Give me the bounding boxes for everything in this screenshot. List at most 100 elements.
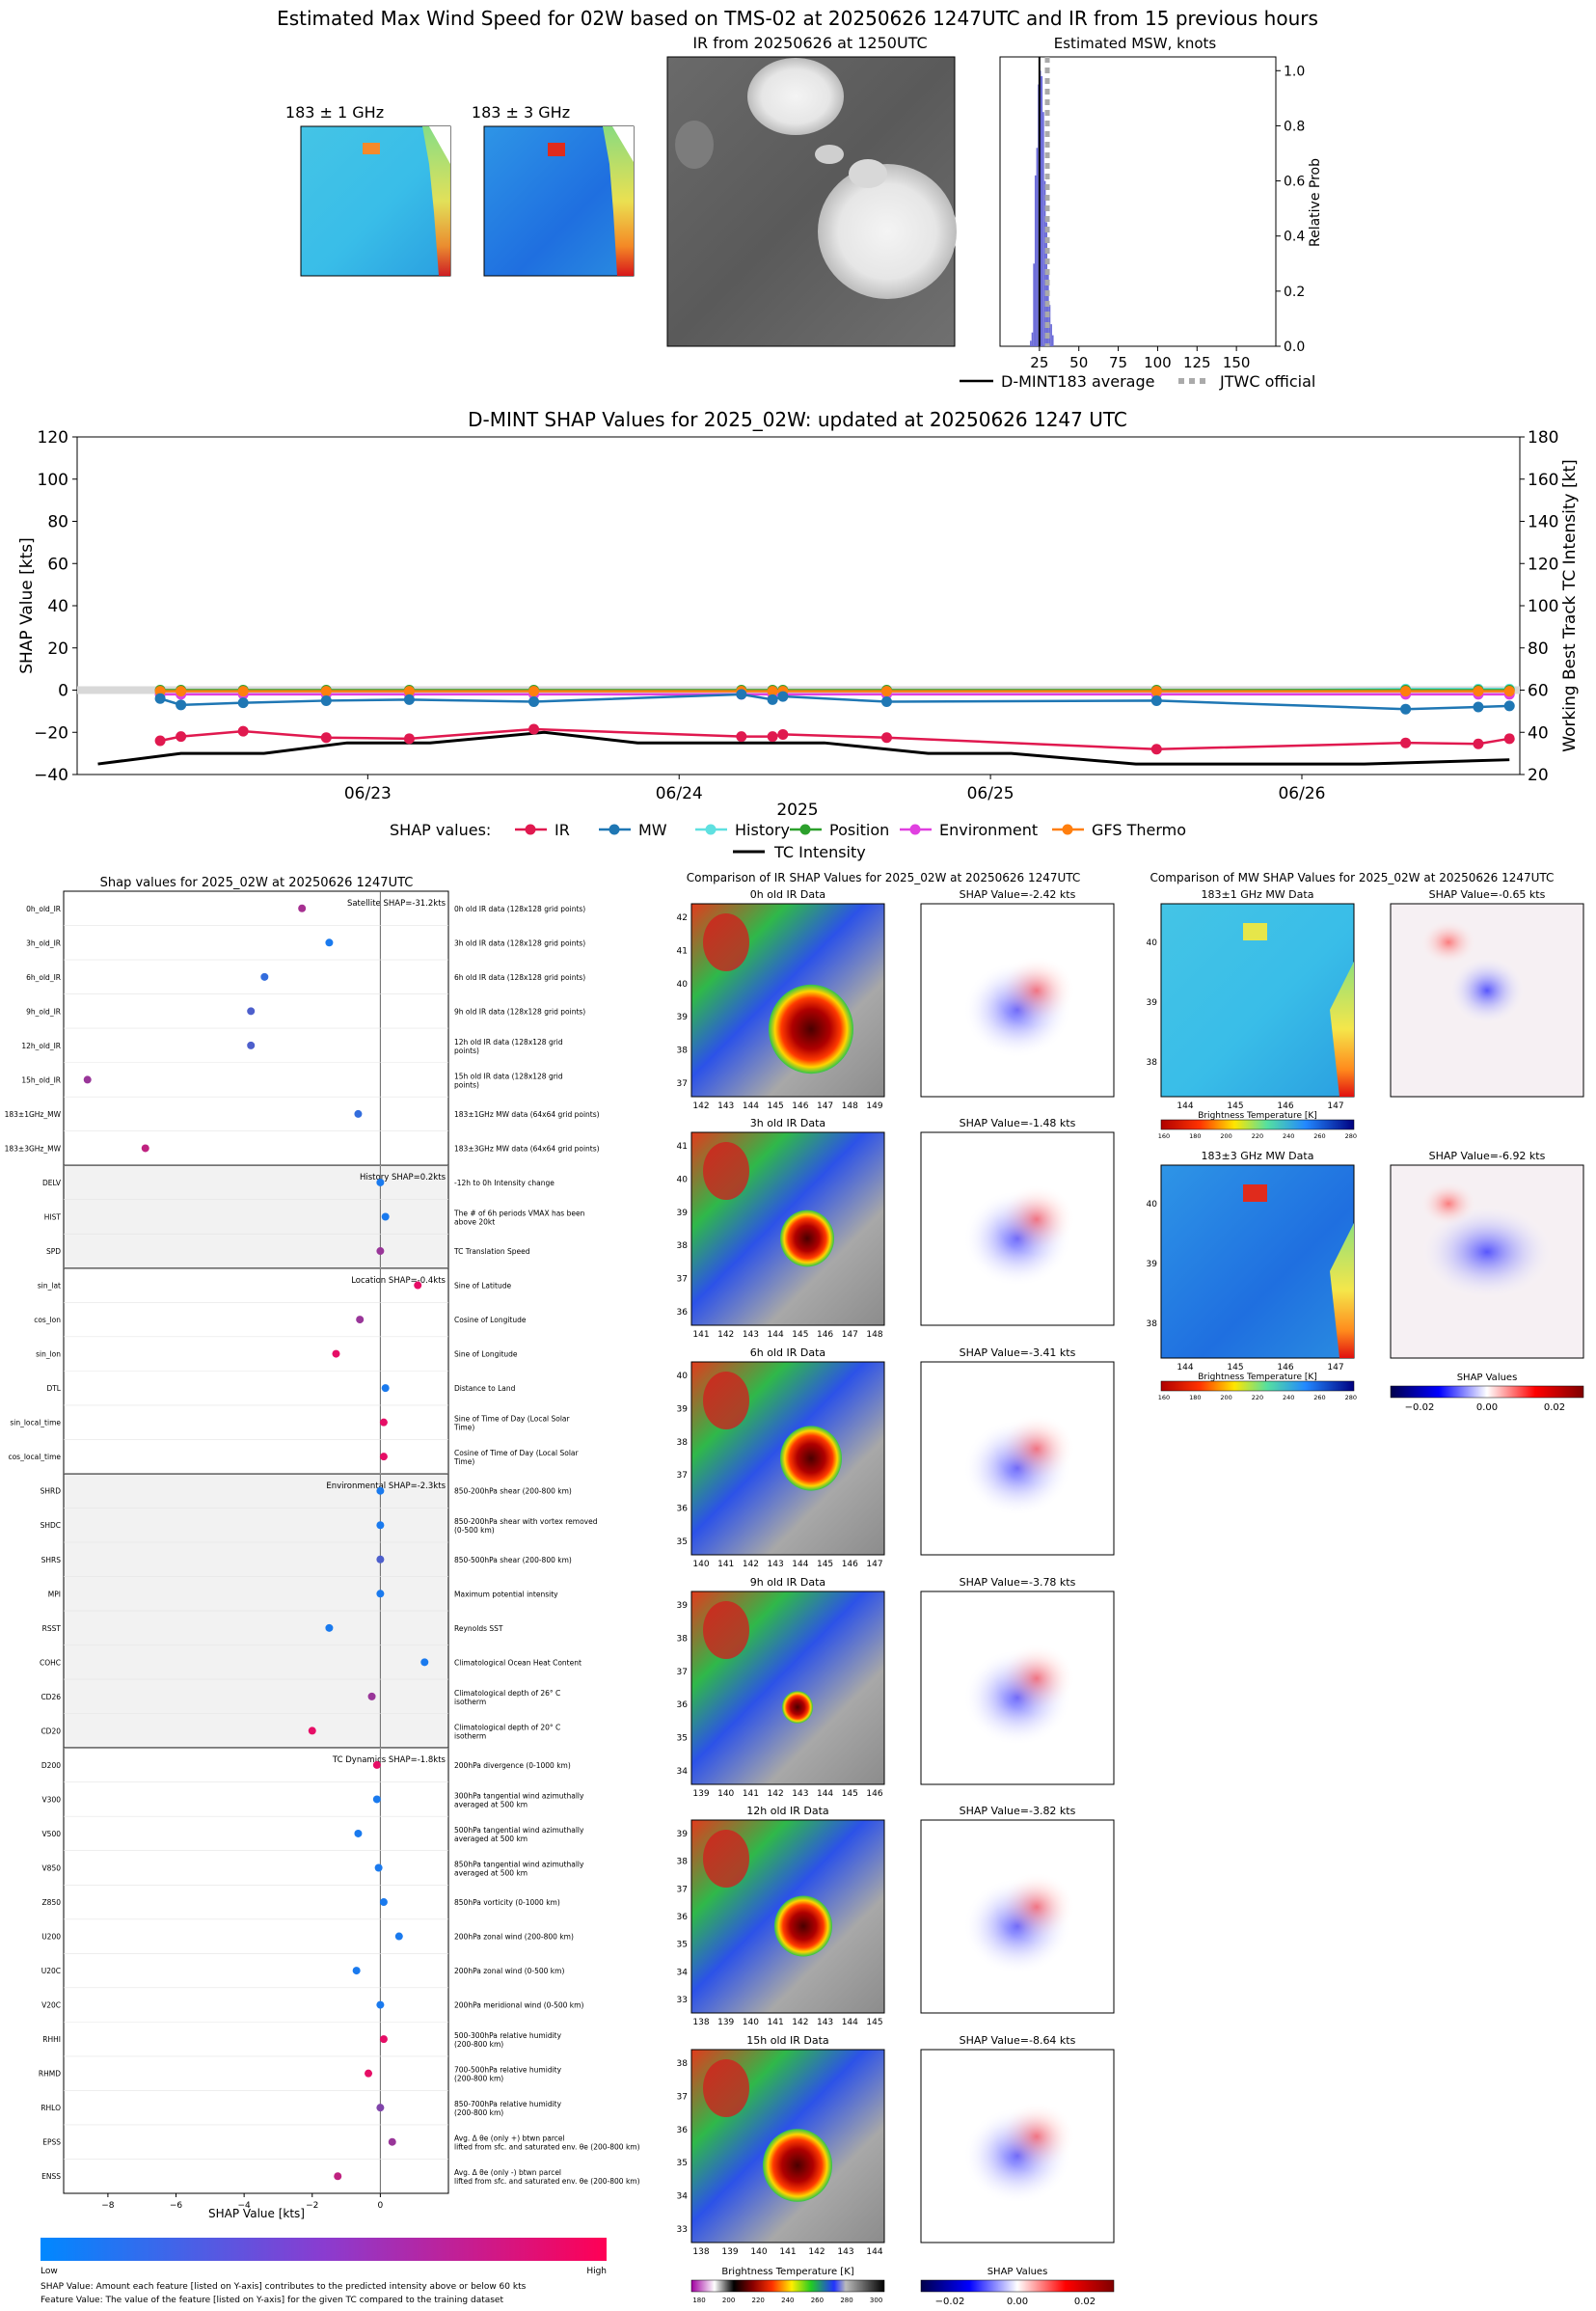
- series-mw-point-10: [1150, 694, 1162, 706]
- feature-point-37: [334, 2172, 342, 2181]
- feature-desc-14: Distance to Land: [454, 1384, 516, 1393]
- ts-ylabel-right: Working Best Track TC Intensity [kt]: [1560, 459, 1580, 752]
- feature-label-24: CD20: [41, 1726, 61, 1735]
- ts-xtick-3: 06/26: [1278, 784, 1325, 803]
- feature-point-1: [325, 938, 334, 947]
- feature-desc-4: 12h old IR data (128x128 grid points): [454, 1038, 563, 1055]
- series-ir-point-0: [154, 735, 166, 747]
- ir-xtick-1-1: 142: [717, 1330, 734, 1340]
- legend-label-4: Environment: [939, 821, 1038, 839]
- ir-panel-title: IR from 20250626 at 1250UTC: [692, 34, 927, 52]
- series-mw-point-8: [777, 691, 789, 702]
- msw-ylabel: Relative Prob: [1308, 158, 1323, 247]
- ir-xtick-0-1: 143: [717, 1101, 734, 1111]
- series-mw-point-7: [767, 693, 778, 705]
- mw-shap-red-1: [1420, 1181, 1477, 1227]
- mw-panel-title-0: 183±1 GHz MW Data: [1202, 888, 1314, 901]
- ir-xtick-2-5: 145: [817, 1560, 833, 1569]
- feature-label-23: CD26: [41, 1693, 61, 1701]
- ir-ytick-2-1: 39: [677, 1404, 689, 1414]
- mw-shap-tick-2: 0.02: [1544, 1402, 1565, 1413]
- ir-xtick-2-1: 141: [717, 1560, 734, 1569]
- feature-group-label-0: Satellite SHAP=-31.2kts: [347, 899, 446, 909]
- feature-desc-line1-26: 300hPa tangential wind azimuthally: [454, 1791, 584, 1800]
- ts-xlabel: 2025: [776, 801, 818, 820]
- mw-bt-tick-1-0: 160: [1158, 1394, 1170, 1401]
- feature-label-11: sin_lat: [38, 1282, 61, 1291]
- ir-storm-1: [780, 1210, 834, 1267]
- series-ir-line: [159, 727, 1510, 751]
- feature-group-label-2: Location SHAP=-0.4kts: [351, 1276, 446, 1286]
- ir-xtick-2-7: 147: [866, 1560, 882, 1569]
- mw-edge-1: [1330, 1223, 1354, 1358]
- ts-ylabel-left: SHAP Value [kts]: [17, 537, 37, 674]
- ir-xtick-2-0: 140: [692, 1560, 709, 1569]
- ir-shap-red-3: [998, 1644, 1075, 1713]
- feature-point-13: [332, 1349, 340, 1358]
- mw-ytick-0-1: 39: [1147, 998, 1158, 1008]
- ir-xtick-0-2: 144: [743, 1101, 759, 1111]
- ir-shap-colorbar: SHAP Values −0.02 0.00 0.02: [920, 2267, 1115, 2307]
- feature-label-35: RHLO: [41, 2104, 61, 2112]
- main-title: Estimated Max Wind Speed for 02W based o…: [277, 7, 1318, 30]
- ir-shap-red-2: [998, 1414, 1075, 1483]
- ts-ytick-right-8: 20: [1528, 766, 1549, 785]
- ir-xtick-4-1: 139: [717, 2018, 734, 2027]
- ir-ytick-0-0: 42: [677, 913, 688, 923]
- legend-marker-2: [705, 824, 717, 835]
- mw-bt-colorbar-1: [1160, 1380, 1355, 1392]
- feature-desc-27: 500hPa tangential wind azimuthally averag…: [454, 1826, 584, 1843]
- feature-label-2: 6h_old_IR: [26, 973, 61, 982]
- mw-hotspot-0: [1243, 923, 1267, 940]
- feature-label-31: U20C: [41, 1967, 61, 1975]
- series-gfs-thermo-point-13: [1503, 686, 1515, 697]
- ts-ytick-2: 80: [47, 513, 68, 532]
- series-gfs-thermo-point-10: [1150, 686, 1162, 697]
- ir-ytick-2-5: 35: [677, 1537, 688, 1547]
- ts-ytick-1: 100: [38, 471, 68, 490]
- series-gfs-thermo-point-9: [880, 686, 892, 697]
- ts-ytick-right-3: 120: [1528, 555, 1558, 574]
- feature-desc-line1-27: 500hPa tangential wind azimuthally: [454, 1826, 584, 1835]
- ir-xtick-5-2: 140: [750, 2247, 767, 2257]
- legend-jtwc-label: JTWC official: [1219, 372, 1315, 391]
- feature-desc-line2-27: averaged at 500 km: [454, 1835, 527, 1843]
- feature-point-16: [379, 1453, 388, 1461]
- feature-point-26: [372, 1795, 381, 1804]
- mw-shap-colorbar-label: SHAP Values: [1457, 1373, 1518, 1383]
- mw-bt-colorbar-0: [1160, 1119, 1355, 1130]
- series-ir-point-2: [237, 725, 249, 737]
- feature-group-bg-4: [64, 1748, 448, 2193]
- ir-xtick-3-1: 140: [717, 1789, 734, 1799]
- feature-desc-line1-5: 15h old IR data (128x128 grid: [454, 1072, 563, 1080]
- series-gfs-thermo-point-7: [767, 686, 778, 697]
- ir-xtick-3-7: 146: [866, 1789, 882, 1799]
- ir-xtick-3-5: 144: [817, 1789, 833, 1799]
- feature-desc-line2-18: (0-500 km): [454, 1526, 495, 1535]
- ir-xtick-5-3: 141: [779, 2247, 796, 2257]
- ir-ytick-4-2: 37: [677, 1885, 688, 1894]
- timeseries-title: D-MINT SHAP Values for 2025_02W: updated…: [468, 408, 1127, 431]
- feature-point-20: [376, 1590, 385, 1598]
- feature-desc-line1-18: 850-200hPa shear with vortex removed: [454, 1517, 598, 1526]
- ir-xtick-4-5: 143: [817, 2018, 833, 2027]
- ir-ytick-3-1: 38: [677, 1634, 689, 1644]
- feature-point-33: [379, 2035, 388, 2044]
- series-mw-point-11: [1400, 703, 1412, 715]
- mw-shap-title-0: SHAP Value=-0.65 kts: [1429, 888, 1546, 901]
- ir-ytick-5-2: 36: [677, 2126, 689, 2135]
- series-ir-point-4: [403, 733, 415, 745]
- msw-xtick-4: 125: [1183, 354, 1211, 371]
- ir-ytick-3-0: 39: [677, 1601, 689, 1611]
- ir-shap-red-0: [998, 956, 1075, 1025]
- feature-desc-22: Climatological Ocean Heat Content: [454, 1658, 582, 1667]
- mw-shap-tick-0: −0.02: [1405, 1402, 1435, 1413]
- feature-label-22: COHC: [40, 1658, 61, 1667]
- ir-ytick-1-4: 37: [677, 1275, 688, 1285]
- feature-point-4: [247, 1041, 256, 1049]
- mw-bt-tick-0-0: 160: [1158, 1132, 1170, 1140]
- feature-desc-11: Sine of Latitude: [454, 1282, 511, 1291]
- feature-label-16: cos_local_time: [8, 1453, 61, 1461]
- feature-colorbar: Low High: [41, 2238, 607, 2276]
- ir-ytick-4-5: 34: [677, 1968, 689, 1977]
